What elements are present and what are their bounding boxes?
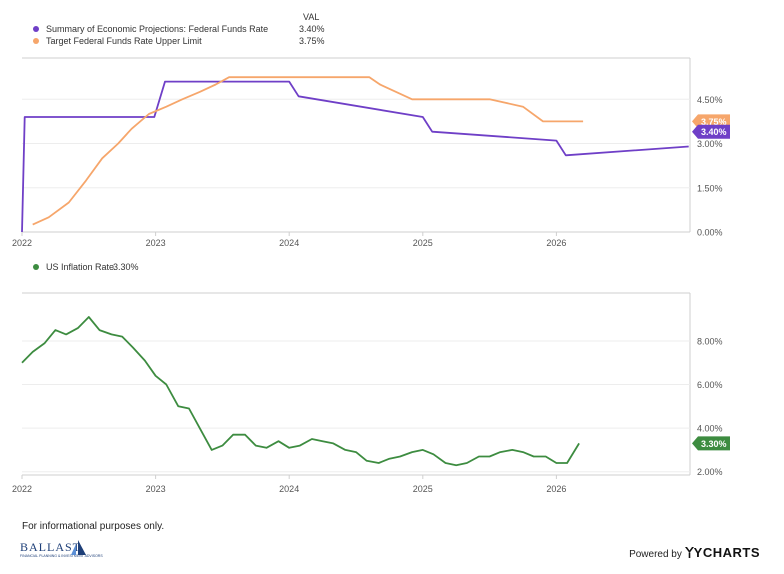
legend-marker	[33, 38, 39, 44]
y-tick-label: 3.00%	[697, 139, 723, 149]
x-tick-label: 2026	[546, 484, 566, 494]
disclaimer-text: For informational purposes only.	[22, 521, 165, 532]
legend-value: 3.40%	[299, 24, 325, 34]
legend-value: 3.75%	[299, 36, 325, 46]
x-tick-label: 2025	[413, 238, 433, 248]
end-value-label: 3.40%	[701, 127, 727, 137]
ycharts-brand: YCHARTS	[693, 545, 760, 560]
y-tick-label: 1.50%	[697, 183, 723, 193]
logo-text: BALLAST	[20, 540, 81, 554]
x-tick-label: 2024	[279, 238, 299, 248]
y-tick-label: 8.00%	[697, 336, 723, 346]
legend-label: Summary of Economic Projections: Federal…	[46, 24, 268, 34]
end-value-tag	[692, 436, 730, 451]
x-tick-label: 2023	[146, 238, 166, 248]
ycharts-icon	[684, 547, 694, 558]
logo-subtext: FINANCIAL PLANNING & INVESTMENT ADVISORS	[20, 554, 103, 558]
y-tick-label: 2.00%	[697, 467, 723, 477]
series-line	[21, 316, 580, 467]
x-tick-label: 2022	[12, 484, 32, 494]
end-value-tag	[692, 124, 730, 139]
legend-header: VAL	[303, 12, 319, 22]
x-tick-label: 2024	[279, 484, 299, 494]
y-tick-label: 0.00%	[697, 228, 723, 238]
legend-value: 3.30%	[113, 262, 139, 272]
x-tick-label: 2026	[546, 238, 566, 248]
x-tick-label: 2023	[146, 484, 166, 494]
end-value-label: 3.30%	[701, 439, 727, 449]
y-tick-label: 6.00%	[697, 380, 723, 390]
y-tick-label: 4.50%	[697, 95, 723, 105]
ballast-logo: BALLAST FINANCIAL PLANNING & INVESTMENT …	[20, 538, 103, 560]
series-line	[21, 80, 689, 233]
legend-label: US Inflation Rate	[46, 262, 114, 272]
series-line	[32, 76, 584, 226]
powered-by-text: Powered by	[629, 549, 682, 560]
end-value-label: 3.75%	[701, 117, 727, 127]
legend-label: Target Federal Funds Rate Upper Limit	[46, 36, 202, 46]
x-tick-label: 2025	[413, 484, 433, 494]
sail-icon	[71, 540, 86, 555]
legend-marker	[33, 264, 39, 270]
legend-marker	[33, 26, 39, 32]
powered-by: Powered by YCHARTS	[629, 545, 760, 560]
y-tick-label: 4.00%	[697, 424, 723, 434]
x-tick-label: 2022	[12, 238, 32, 248]
